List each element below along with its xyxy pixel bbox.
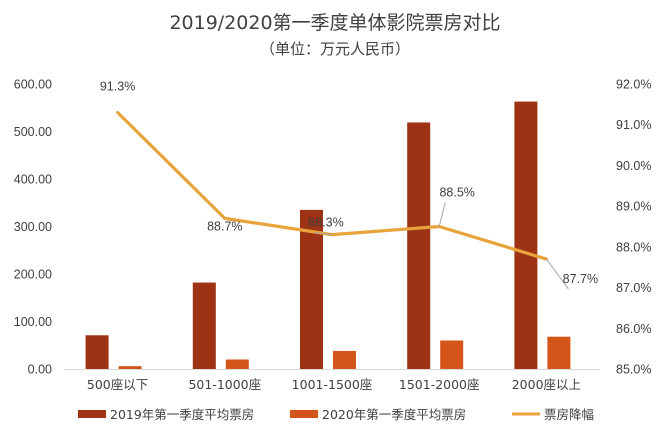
right-tick-label: 85.0% [616,363,651,377]
x-axis: 500座以下 501-1000座 1001-1500座 1501-2000座 2000座… [64,369,600,392]
bar [333,350,356,369]
line-data-label: 87.7% [563,272,598,286]
left-tick-label: 100.00 [14,315,52,329]
bar [118,366,142,369]
legend-label: 票房降幅 [544,407,594,422]
legend-label: 2020年第一季度平均票房 [322,407,466,422]
leader-line [545,258,569,290]
left-tick-label: 200.00 [14,268,52,282]
bar [407,122,431,369]
category-label: 500座以下 [87,377,148,392]
legend-label: 2019年第一季度平均票房 [110,407,254,422]
bar [514,101,538,369]
bar [225,359,249,369]
bar [440,340,464,369]
leader-line [313,232,333,236]
chart-subtitle: （单位：万元人民币） [259,40,410,58]
right-tick-label: 90.0% [616,159,651,173]
category-label: 1501-2000座 [399,377,480,392]
line-point [116,111,120,114]
bar-series [85,101,571,369]
legend-swatch [78,410,106,418]
decline-line [116,111,547,261]
left-tick-label: 600.00 [14,78,52,92]
bar [192,282,216,369]
legend: 2019年第一季度平均票房 2020年第一季度平均票房 票房降幅 [78,407,594,422]
legend-swatch [290,410,318,418]
line-data-label: 88.3% [308,216,343,230]
right-tick-label: 88.0% [616,240,651,254]
left-tick-label: 300.00 [14,220,52,234]
line-data-label: 91.3% [100,80,135,94]
data-labels: 91.3% 88.7% 88.3% 88.5% 87.7% [100,80,598,290]
category-label: 1001-1500座 [292,377,373,392]
category-label: 501-1000座 [188,377,261,392]
left-axis: 0.00 100.00 200.00 300.00 400.00 500.00 600.00 [14,78,52,377]
line-series [116,111,548,261]
right-axis: 85.0% 86.0% 87.0% 88.0% 89.0% 90.0% 91.0% 92.0% [616,78,651,377]
right-tick-label: 87.0% [616,281,651,295]
left-tick-label: 400.00 [14,173,52,187]
right-tick-label: 92.0% [616,78,651,92]
left-tick-label: 0.00 [28,363,52,377]
right-tick-label: 91.0% [616,118,651,132]
line-data-label: 88.5% [439,186,474,200]
right-tick-label: 89.0% [616,200,651,214]
leader-line [438,202,446,227]
bar [85,335,109,369]
bar [547,336,571,369]
line-point [223,216,227,220]
chart-title: 2019/2020第一季度单体影院票房对比 [169,12,501,34]
right-tick-label: 86.0% [616,322,651,336]
bar [300,209,323,369]
left-tick-label: 500.00 [14,125,52,139]
category-label: 2000座以上 [512,377,581,392]
line-data-label: 88.7% [207,219,242,233]
